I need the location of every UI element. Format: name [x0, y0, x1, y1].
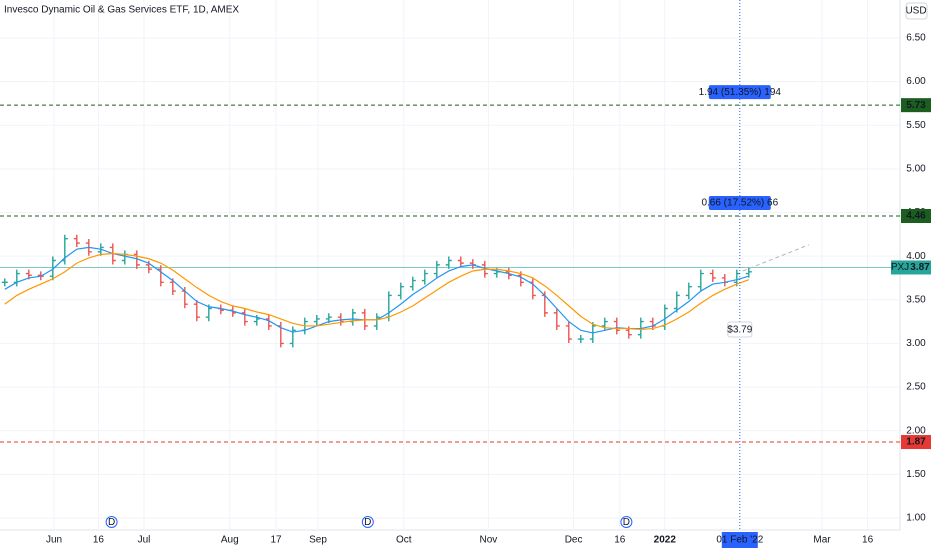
price-bar	[421, 269, 428, 285]
y-tick-label: 1.50	[906, 469, 926, 480]
last-price-label: 3.87	[910, 262, 930, 273]
x-tick-label: Dec	[565, 535, 583, 546]
price-note-bg	[727, 321, 753, 338]
price-bar	[397, 282, 404, 300]
crosshair-label-bg	[721, 532, 758, 548]
price-bar	[373, 313, 380, 330]
moving-average	[4, 252, 750, 331]
level-label: 4.46	[906, 211, 926, 222]
dividend-marker	[620, 516, 633, 528]
measure-label-bg	[708, 195, 771, 210]
price-bar	[49, 256, 56, 281]
price-bar	[697, 269, 704, 291]
x-tick-label: Mar	[813, 535, 831, 546]
x-tick-label: 16	[93, 535, 105, 546]
measure-label-bg	[708, 85, 771, 100]
x-tick-label: Oct	[396, 535, 412, 546]
price-bar	[241, 308, 248, 326]
y-tick-label: 6.00	[906, 76, 926, 87]
x-tick-label: Jun	[46, 535, 62, 546]
price-bar	[445, 256, 452, 269]
y-tick-label: 3.50	[906, 294, 926, 305]
price-bar	[457, 256, 464, 268]
price-bar	[409, 276, 416, 291]
price-bar	[73, 234, 80, 248]
last-price-label-bg	[910, 260, 931, 275]
price-bar	[613, 317, 620, 335]
dividend-marker	[105, 516, 118, 528]
y-tick-label: 3.00	[906, 338, 926, 349]
price-bar	[133, 250, 140, 269]
dividend-label: D	[108, 517, 115, 528]
y-tick-label: 5.50	[906, 120, 926, 131]
measure-label: 1.94 (51.35%) 194	[699, 87, 782, 98]
level-label-bg	[901, 435, 931, 450]
y-tick-label: 1.00	[906, 513, 926, 524]
dividend-label: D	[623, 517, 630, 528]
measure-label: 0.66 (17.52%) 66	[701, 198, 778, 209]
x-tick-label: Jul	[138, 535, 151, 546]
price-bar	[193, 300, 200, 322]
trendline	[742, 244, 809, 272]
price-bar	[685, 282, 692, 300]
x-tick-label: 16	[862, 535, 874, 546]
price-bar	[577, 335, 584, 344]
y-tick-label: 5.00	[906, 164, 926, 175]
price-bar	[745, 267, 752, 278]
level-label-bg	[901, 98, 931, 113]
price-bar	[1, 278, 8, 287]
crosshair-label: 01 Feb '22	[716, 535, 763, 546]
price-bar	[265, 314, 272, 330]
currency-label: USD	[905, 6, 926, 17]
currency-box	[905, 2, 928, 20]
x-tick-label: 17	[270, 535, 282, 546]
x-tick-label: 2022	[654, 535, 677, 546]
dividend-label: D	[364, 517, 371, 528]
x-tick-label: 16	[614, 535, 626, 546]
price-bar	[709, 269, 716, 282]
chart-title: Invesco Dynamic Oil & Gas Services ETF, …	[4, 5, 239, 16]
level-label: 5.73	[906, 100, 926, 111]
symbol-label-bg	[891, 260, 910, 275]
price-bar	[313, 314, 320, 326]
x-tick-label: Nov	[480, 535, 498, 546]
price-bar	[673, 291, 680, 313]
price-bar	[553, 308, 560, 330]
price-note: $3.79	[727, 325, 752, 336]
x-tick-label: Aug	[221, 535, 239, 546]
level-label: 1.87	[906, 437, 926, 448]
y-tick-label: 2.00	[906, 425, 926, 436]
y-tick-label: 4.00	[906, 251, 926, 262]
x-tick-label: Sep	[309, 535, 327, 546]
y-tick-label: 6.50	[906, 33, 926, 44]
dividend-marker	[361, 516, 374, 528]
price-bar	[433, 260, 440, 278]
y-tick-label: 2.50	[906, 382, 926, 393]
price-bar	[289, 326, 296, 348]
price-bar	[157, 265, 164, 287]
symbol-label: PXJ	[891, 262, 909, 273]
price-bar	[565, 321, 572, 344]
level-label-bg	[901, 208, 931, 223]
